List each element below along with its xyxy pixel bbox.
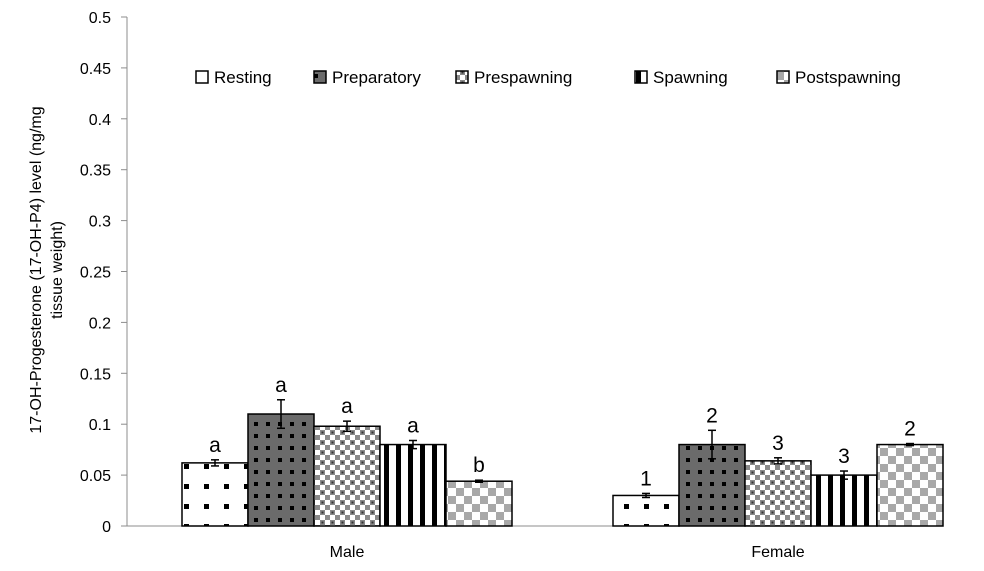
significance-label: 3 xyxy=(772,432,784,455)
legend-label: Spawning xyxy=(653,68,728,87)
significance-label: b xyxy=(473,454,485,477)
bar-postspawning-male xyxy=(445,480,513,527)
y-tick-label: 0.2 xyxy=(89,315,111,332)
y-tick-label: 0.4 xyxy=(89,112,111,129)
y-axis-title-line-1: 17-OH-Progesterone (17-OH-P4) level (ng/… xyxy=(28,106,45,433)
significance-label: a xyxy=(275,374,287,397)
y-tick-label: 0 xyxy=(102,519,111,536)
bars-layer: a 1 a 2 a 3 a 3 b 2 xyxy=(181,374,944,527)
legend-swatch-preparatory xyxy=(313,70,327,84)
y-axis-title: 17-OH-Progesterone (17-OH-P4) level (ng/… xyxy=(28,106,66,433)
bar-resting-male xyxy=(181,462,249,527)
y-tick-label: 0.05 xyxy=(80,468,111,485)
significance-label: a xyxy=(407,414,419,437)
category-labels: Male Female xyxy=(330,544,805,561)
bar-spawning-male xyxy=(379,443,447,527)
bar-preparatory-male xyxy=(247,413,315,527)
bar-prespawning-female xyxy=(744,460,812,527)
legend-swatch-prespawning xyxy=(455,70,469,84)
legend-label: Prespawning xyxy=(474,68,572,87)
legend: Resting Preparatory Prespawning Spawning Pos… xyxy=(195,68,901,87)
y-tick-label: 0.5 xyxy=(89,10,111,27)
y-tick-label: 0.1 xyxy=(89,417,111,434)
bar-postspawning-female xyxy=(876,443,944,527)
bar-prespawning-male xyxy=(313,425,381,527)
y-tick-label: 0.15 xyxy=(80,366,111,383)
legend-label: Resting xyxy=(214,68,272,87)
y-axis-ticks: 0 0.05 0.1 0.15 0.2 0.25 0.3 0.35 0.4 0.45 0.5 xyxy=(80,10,127,536)
legend-label: Postspawning xyxy=(795,68,901,87)
significance-label: 1 xyxy=(640,467,652,490)
y-axis-title-line-2: tissue weight) xyxy=(49,221,66,319)
y-tick-label: 0.45 xyxy=(80,61,111,78)
y-tick-label: 0.3 xyxy=(89,214,111,231)
significance-label: 3 xyxy=(838,445,850,468)
significance-label: 2 xyxy=(706,404,718,427)
significance-label: a xyxy=(341,395,353,418)
significance-label: 2 xyxy=(904,418,916,441)
x-category-label: Male xyxy=(330,544,365,561)
legend-label: Preparatory xyxy=(332,68,421,87)
significance-label: a xyxy=(209,434,221,457)
legend-swatch-postspawning xyxy=(776,70,790,84)
y-tick-label: 0.25 xyxy=(80,265,111,282)
legend-swatch-spawning xyxy=(634,70,648,84)
bar-resting-female xyxy=(612,494,680,527)
bar-spawning-female xyxy=(810,474,878,527)
y-tick-label: 0.35 xyxy=(80,163,111,180)
legend-swatch-resting xyxy=(195,70,209,84)
x-category-label: Female xyxy=(751,544,804,561)
